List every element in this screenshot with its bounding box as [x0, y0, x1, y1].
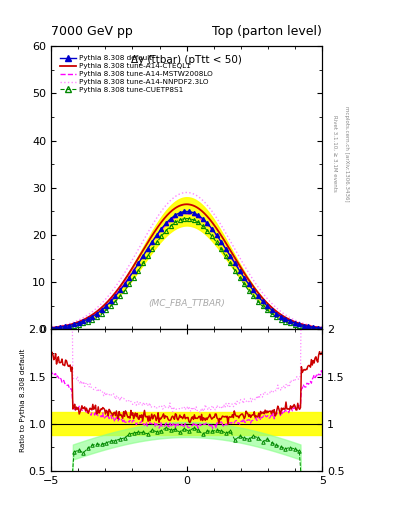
Text: Rivet 3.1.10, ≥ 3.1M events: Rivet 3.1.10, ≥ 3.1M events — [332, 115, 337, 192]
Text: (MC_FBA_TTBAR): (MC_FBA_TTBAR) — [148, 297, 225, 307]
Text: Top (parton level): Top (parton level) — [212, 25, 322, 37]
Y-axis label: Ratio to Pythia 8.308 default: Ratio to Pythia 8.308 default — [20, 349, 26, 452]
Text: Δy (t̅tbar) (pTtt < 50): Δy (t̅tbar) (pTtt < 50) — [131, 55, 242, 65]
Text: mcplots.cern.ch [arXiv:1306.3436]: mcplots.cern.ch [arXiv:1306.3436] — [344, 106, 349, 201]
Legend: Pythia 8.308 default, Pythia 8.308 tune-A14-CTEQL1, Pythia 8.308 tune-A14-MSTW20: Pythia 8.308 default, Pythia 8.308 tune-… — [57, 53, 216, 96]
Text: 7000 GeV pp: 7000 GeV pp — [51, 25, 133, 37]
